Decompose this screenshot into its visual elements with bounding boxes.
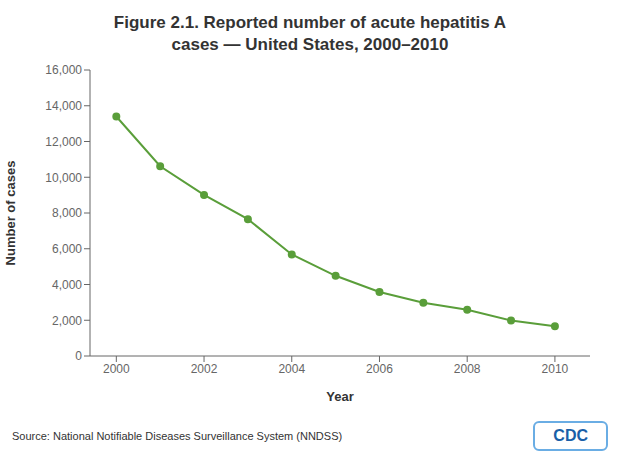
- html-text:Source: National Notifiable Di: Source: National Notifiable Diseases Sur…: [12, 430, 343, 442]
- svg-text:Year: Year: [326, 389, 353, 404]
- svg-text:8,000: 8,000: [52, 206, 82, 220]
- svg-text:2004: 2004: [278, 362, 305, 376]
- html-text:Figure 2.1. Reported number of: Figure 2.1. Reported number of acute hep…: [113, 13, 507, 32]
- svg-text:2000: 2000: [103, 362, 130, 376]
- svg-text:6,000: 6,000: [52, 242, 82, 256]
- svg-text:14,000: 14,000: [45, 99, 82, 113]
- html-text:cases — United States, 2000–20: cases — United States, 2000–2010: [171, 35, 449, 54]
- svg-text:10,000: 10,000: [45, 171, 82, 185]
- svg-text:4,000: 4,000: [52, 278, 82, 292]
- svg-text:16,000: 16,000: [45, 63, 82, 77]
- svg-text:12,000: 12,000: [45, 135, 82, 149]
- svg-text:2008: 2008: [454, 362, 481, 376]
- html-text:CDC: CDC: [553, 427, 588, 444]
- svg-text:Number of cases: Number of cases: [8, 161, 18, 266]
- svg-text:0: 0: [75, 349, 82, 363]
- svg-text:2006: 2006: [366, 362, 393, 376]
- svg-text:2002: 2002: [191, 362, 218, 376]
- svg-text:2010: 2010: [542, 362, 569, 376]
- svg-text:2,000: 2,000: [52, 314, 82, 328]
